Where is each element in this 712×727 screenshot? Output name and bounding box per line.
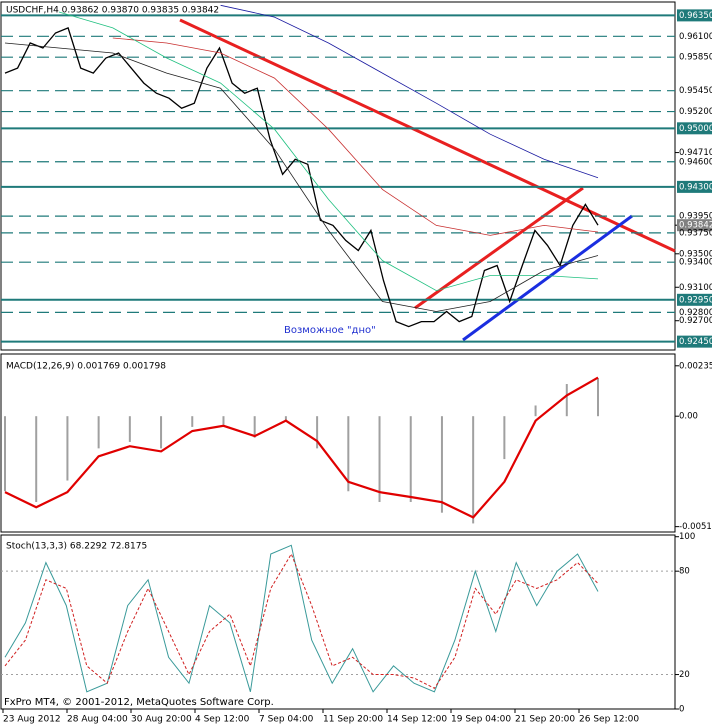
series-line [112, 37, 599, 236]
histogram-bar [534, 405, 537, 417]
support-line [462, 214, 633, 342]
histogram-bar [222, 416, 225, 425]
x-tick-label: 19 Sep 04:00 [451, 715, 511, 725]
y-tick-label: 0.93842 [679, 221, 712, 231]
y-tick-label: 0.93950 [679, 212, 712, 222]
histogram-bar [597, 378, 599, 417]
histogram-bar [347, 416, 350, 492]
histogram-bar [191, 416, 194, 427]
histogram-bar [565, 384, 568, 417]
series-line [4, 376, 599, 519]
series-line [4, 27, 599, 328]
y-tick-label: 0.95450 [679, 86, 712, 96]
x-tick-label: 30 Aug 20:00 [131, 715, 192, 725]
price-box [677, 180, 712, 193]
y-tick-label: 0.96100 [679, 32, 712, 42]
histogram-bar [440, 416, 443, 513]
y-tick-label: 0.94300 [679, 182, 712, 192]
annotation: Возможное "дно" [284, 325, 376, 336]
price-box [677, 335, 712, 348]
y-tick-label: 0 [679, 705, 684, 715]
y-tick-label: 0.00 [679, 412, 698, 422]
histogram-bar [97, 416, 100, 449]
stoch-frame [0, 534, 676, 710]
y-tick-label: 0.94710 [679, 148, 712, 158]
channel-line [414, 186, 584, 310]
histogram-bar [66, 416, 69, 481]
main-title: USDCHF,H4 0.93862 0.93870 0.93835 0.9384… [6, 6, 219, 16]
histogram-bar [409, 416, 412, 502]
price-box [677, 9, 712, 22]
histogram-bar [160, 416, 163, 449]
y-tick-label: 0.95200 [679, 107, 712, 117]
watermark: FxPro MT4, © 2001-2012, MetaQuotes Softw… [4, 697, 274, 708]
y-tick-label: 0.94600 [679, 157, 712, 167]
y-tick-label: -0.00515 [679, 522, 712, 532]
price-box [677, 293, 712, 306]
price-box [677, 219, 712, 232]
histogram-bar [253, 416, 256, 438]
y-tick-label: 0.95000 [679, 124, 712, 134]
y-tick-label: 80 [679, 567, 690, 577]
macd-frame [0, 353, 676, 533]
macd-title: MACD(12,26,9) 0.001769 0.001798 [6, 362, 166, 372]
histogram-bar [316, 416, 319, 449]
y-tick-label: 20 [679, 670, 690, 680]
histogram-bar [378, 416, 381, 502]
histogram-bar [4, 416, 6, 492]
y-tick-label: 0.96350 [679, 11, 712, 21]
series-line [4, 552, 599, 689]
histogram-bar [284, 416, 287, 421]
y-tick-label: 0.00235 [679, 361, 712, 371]
x-tick-label: 7 Sep 04:00 [259, 715, 314, 725]
y-tick-label: 100 [679, 532, 695, 542]
y-tick-label: 0.92800 [679, 308, 712, 318]
x-tick-label: 11 Sep 20:00 [323, 715, 383, 725]
y-tick-label: 0.95850 [679, 53, 712, 63]
histogram-bar [128, 416, 131, 442]
x-tick-label: 26 Sep 12:00 [579, 715, 639, 725]
y-tick-label: 0.93500 [679, 249, 712, 259]
price-box [677, 122, 712, 135]
y-tick-label: 0.93100 [679, 283, 712, 293]
series-line [4, 544, 599, 693]
price-panel [179, 18, 676, 342]
x-tick-label: 4 Sep 12:00 [195, 715, 250, 725]
x-tick-label: 21 Sep 20:00 [515, 715, 575, 725]
y-tick-label: 0.92700 [679, 316, 712, 326]
histogram-bar [503, 416, 506, 460]
x-tick-label: 23 Aug 2012 [3, 715, 61, 725]
y-tick-label: 0.93400 [679, 258, 712, 268]
x-tick-label: 28 Aug 04:00 [67, 715, 128, 725]
series-line [220, 4, 599, 179]
y-tick-label: 0.92950 [679, 295, 712, 305]
series-line [58, 11, 599, 292]
series-line [4, 42, 599, 312]
x-tick-label: 14 Sep 12:00 [387, 715, 447, 725]
stoch-title: Stoch(13,3,3) 68.2292 72.8175 [6, 542, 147, 552]
main-frame [0, 1, 676, 351]
histogram-bar [35, 416, 38, 502]
y-tick-label: 0.93750 [679, 228, 712, 238]
y-tick-label: 0.92450 [679, 337, 712, 347]
histogram-bar [472, 416, 475, 524]
trend-line [179, 18, 676, 253]
